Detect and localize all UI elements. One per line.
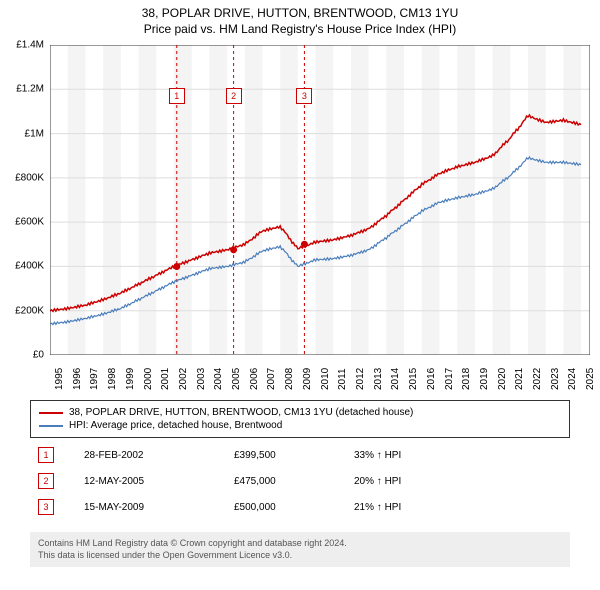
sale-hpi: 20% ↑ HPI [354, 476, 474, 487]
x-tick-label: 2013 [373, 368, 384, 390]
y-tick-label: £200K [15, 305, 44, 316]
sale-price: £500,000 [234, 502, 354, 513]
x-tick-label: 2016 [426, 368, 437, 390]
legend-label: HPI: Average price, detached house, Bren… [69, 420, 282, 431]
x-tick-label: 1997 [89, 368, 100, 390]
x-tick-label: 2018 [461, 368, 472, 390]
legend-item: HPI: Average price, detached house, Bren… [39, 419, 561, 432]
legend-swatch [39, 412, 63, 414]
x-tick-label: 2021 [514, 368, 525, 390]
y-tick-label: £400K [15, 261, 44, 272]
attribution-footer: Contains HM Land Registry data © Crown c… [30, 532, 570, 567]
x-tick-label: 2000 [143, 368, 154, 390]
x-tick-label: 1998 [107, 368, 118, 390]
x-tick-label: 2023 [550, 368, 561, 390]
x-tick-label: 1996 [72, 368, 83, 390]
title-block: 38, POPLAR DRIVE, HUTTON, BRENTWOOD, CM1… [0, 0, 600, 36]
legend: 38, POPLAR DRIVE, HUTTON, BRENTWOOD, CM1… [30, 400, 570, 438]
x-tick-label: 2022 [532, 368, 543, 390]
y-tick-label: £0 [33, 350, 44, 361]
x-tick-label: 2024 [567, 368, 578, 390]
sale-marker-box: 1 [38, 447, 54, 463]
x-tick-label: 2012 [355, 368, 366, 390]
sale-price: £475,000 [234, 476, 354, 487]
sale-date: 12-MAY-2005 [84, 476, 234, 487]
x-tick-label: 2006 [249, 368, 260, 390]
y-tick-label: £600K [15, 217, 44, 228]
sale-date: 28-FEB-2002 [84, 450, 234, 461]
sale-row: 2 12-MAY-2005 £475,000 20% ↑ HPI [30, 468, 570, 494]
legend-item: 38, POPLAR DRIVE, HUTTON, BRENTWOOD, CM1… [39, 406, 561, 419]
y-tick-label: £800K [15, 172, 44, 183]
footer-line-2: This data is licensed under the Open Gov… [38, 550, 562, 562]
sale-hpi: 21% ↑ HPI [354, 502, 474, 513]
sale-row: 3 15-MAY-2009 £500,000 21% ↑ HPI [30, 494, 570, 520]
x-tick-label: 2004 [213, 368, 224, 390]
x-tick-label: 2019 [479, 368, 490, 390]
legend-swatch [39, 425, 63, 427]
sales-table: 1 28-FEB-2002 £399,500 33% ↑ HPI 2 12-MA… [30, 442, 570, 520]
chart-sale-marker: 3 [296, 88, 312, 104]
y-tick-label: £1M [25, 128, 44, 139]
sale-marker-box: 2 [38, 473, 54, 489]
title-sub: Price paid vs. HM Land Registry's House … [0, 22, 600, 36]
x-tick-label: 2009 [302, 368, 313, 390]
x-tick-label: 2010 [320, 368, 331, 390]
legend-label: 38, POPLAR DRIVE, HUTTON, BRENTWOOD, CM1… [69, 407, 413, 418]
x-tick-label: 2008 [284, 368, 295, 390]
sale-date: 15-MAY-2009 [84, 502, 234, 513]
x-tick-label: 2002 [178, 368, 189, 390]
y-tick-label: £1.2M [16, 84, 44, 95]
x-tick-label: 2001 [160, 368, 171, 390]
title-main: 38, POPLAR DRIVE, HUTTON, BRENTWOOD, CM1… [0, 6, 600, 20]
x-tick-label: 2025 [585, 368, 596, 390]
footer-line-1: Contains HM Land Registry data © Crown c… [38, 538, 562, 550]
sale-marker-box: 3 [38, 499, 54, 515]
x-tick-label: 2014 [390, 368, 401, 390]
x-tick-label: 1999 [125, 368, 136, 390]
chart-sale-marker: 1 [169, 88, 185, 104]
sale-price: £399,500 [234, 450, 354, 461]
sale-hpi: 33% ↑ HPI [354, 450, 474, 461]
x-tick-label: 1995 [54, 368, 65, 390]
chart-container: 38, POPLAR DRIVE, HUTTON, BRENTWOOD, CM1… [0, 0, 600, 590]
x-tick-label: 2011 [337, 368, 348, 390]
y-axis-labels: £0£200K£400K£600K£800K£1M£1.2M£1.4M [0, 45, 48, 355]
y-tick-label: £1.4M [16, 40, 44, 51]
x-axis-labels: 1995 1996 1997 1998 1999 2000 2001 2002 2003 2004… [50, 358, 590, 398]
x-tick-label: 2003 [196, 368, 207, 390]
chart-sale-marker: 2 [226, 88, 242, 104]
x-tick-label: 2007 [266, 368, 277, 390]
chart-marker-overlay: 1 2 3 [50, 45, 590, 355]
x-tick-label: 2005 [231, 368, 242, 390]
sale-row: 1 28-FEB-2002 £399,500 33% ↑ HPI [30, 442, 570, 468]
x-tick-label: 2020 [497, 368, 508, 390]
x-tick-label: 2015 [408, 368, 419, 390]
x-tick-label: 2017 [444, 368, 455, 390]
